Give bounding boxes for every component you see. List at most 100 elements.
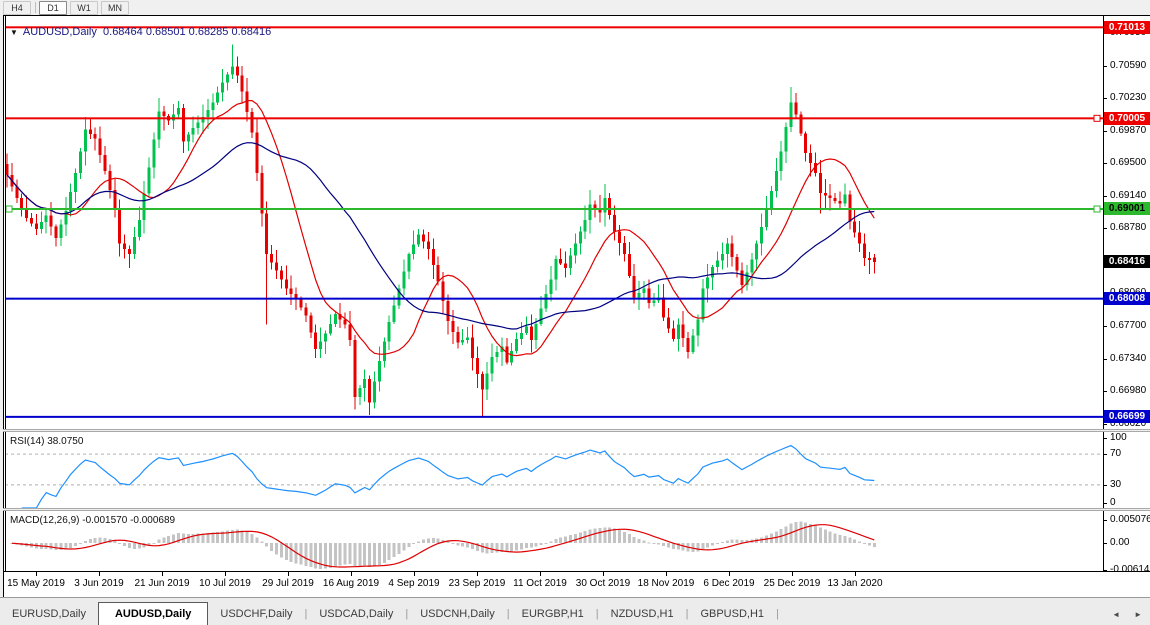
time-axis: 15 May 2019 3 Jun 2019 21 Jun 2019 10 Jul 2… xyxy=(4,571,1150,598)
tabs-scroll-right-icon[interactable]: ► xyxy=(1134,610,1142,619)
timeframe-button-w1[interactable]: W1 xyxy=(70,0,98,15)
tab-eurgbp[interactable]: EURGBP,H1 xyxy=(521,608,584,620)
candle-body xyxy=(608,198,612,215)
macd-bar xyxy=(373,543,376,567)
hline-0.66699[interactable] xyxy=(5,415,1103,418)
macd-bar xyxy=(412,543,416,545)
candle-body xyxy=(647,288,651,303)
hline-0.68008[interactable] xyxy=(5,297,1103,300)
macd-bar xyxy=(177,533,180,543)
pane-divider[interactable] xyxy=(3,429,1150,432)
date-label: 25 Dec 2019 xyxy=(763,578,821,589)
hline-0.71013[interactable] xyxy=(5,26,1103,29)
date-tick xyxy=(666,572,667,576)
candle-body xyxy=(843,194,847,204)
candle-body xyxy=(15,186,19,199)
tabs-scroll-left-icon[interactable]: ◄ xyxy=(1112,610,1121,619)
macd-bar xyxy=(466,543,470,548)
hline-handle[interactable] xyxy=(5,205,13,213)
candle-body xyxy=(30,218,33,224)
macd-bar xyxy=(186,533,190,543)
macd-bar xyxy=(397,543,401,554)
candle-body xyxy=(833,198,837,201)
macd-bar xyxy=(211,532,215,543)
macd-bar xyxy=(201,533,205,543)
date-tick xyxy=(351,572,352,576)
price-tick-label: 0.66980 xyxy=(1110,385,1147,397)
date-label: 30 Oct 2019 xyxy=(575,578,631,589)
macd-bar xyxy=(667,543,670,548)
candle-body xyxy=(353,340,357,397)
candle-body xyxy=(471,337,474,359)
candle-body xyxy=(544,293,548,309)
candle-body xyxy=(299,299,303,308)
tab-usdchf[interactable]: USDCHF,Daily xyxy=(220,608,293,620)
timeframe-button-mn[interactable]: MN xyxy=(101,0,129,15)
tab-eurusd[interactable]: EURUSD,Daily xyxy=(12,608,86,620)
axis-tick xyxy=(1103,163,1107,165)
candle-body xyxy=(275,262,278,271)
macd-bar xyxy=(539,543,543,546)
candle-body xyxy=(142,193,146,220)
tab-usdcad[interactable]: USDCAD,Daily xyxy=(319,608,394,620)
axis-tick xyxy=(1103,570,1107,572)
hline-handle[interactable] xyxy=(1093,114,1101,122)
macd-bar xyxy=(809,523,813,543)
candle-body xyxy=(485,373,489,390)
rsi-pane[interactable] xyxy=(5,432,1103,508)
macd-bar xyxy=(64,543,68,550)
macd-bar xyxy=(157,539,161,543)
candle-body xyxy=(108,171,112,191)
axis-tick xyxy=(1103,503,1107,504)
axis-tick xyxy=(1103,423,1107,425)
macd-bar xyxy=(88,539,92,543)
tab-usdcnh[interactable]: USDCNH,Daily xyxy=(420,608,495,620)
timeframe-button-d1[interactable]: D1 xyxy=(39,0,67,15)
candle-body xyxy=(216,92,220,103)
hline-0.70005[interactable] xyxy=(5,117,1103,120)
date-tick xyxy=(855,572,856,576)
candle-body xyxy=(137,219,141,238)
macd-bar xyxy=(333,543,337,567)
candle-body xyxy=(211,102,215,110)
date-label: 29 Jul 2019 xyxy=(262,578,314,589)
pane-divider[interactable] xyxy=(3,508,1150,511)
date-tick xyxy=(729,572,730,576)
axis-tick xyxy=(1103,325,1107,327)
candle-body xyxy=(289,288,293,294)
axis-tick xyxy=(1103,358,1107,360)
macd-bar xyxy=(867,543,871,546)
hline-handle[interactable] xyxy=(1093,205,1101,213)
candle-body xyxy=(466,337,470,341)
candle-body xyxy=(490,357,494,374)
macd-bar xyxy=(191,533,195,543)
candle-body xyxy=(152,139,156,168)
candle-body xyxy=(260,172,264,214)
timeframe-button-h4[interactable]: H4 xyxy=(3,0,31,15)
candle-body xyxy=(520,332,523,340)
macd-bar xyxy=(167,535,171,543)
hline-0.69001[interactable] xyxy=(5,207,1103,210)
candle-body xyxy=(554,258,558,280)
macd-pane[interactable] xyxy=(5,511,1103,570)
candle-body xyxy=(314,332,318,350)
price-tick-label: 30 xyxy=(1110,478,1122,490)
macd-bar xyxy=(93,537,97,543)
macd-bar xyxy=(814,525,817,543)
price-chart-pane[interactable] xyxy=(5,16,1103,429)
tab-gbpusd[interactable]: GBPUSD,H1 xyxy=(700,608,765,620)
macd-bar xyxy=(872,543,876,547)
date-tick xyxy=(225,572,226,576)
candle-body xyxy=(769,191,773,210)
tab-separator: | xyxy=(506,608,510,620)
date-tick xyxy=(288,572,289,576)
tab-nzdusd[interactable]: NZDUSD,H1 xyxy=(610,608,674,620)
symbol-dropdown-icon[interactable]: ▼ xyxy=(10,28,18,37)
candle-body xyxy=(373,381,376,403)
date-tick xyxy=(792,572,793,576)
candle-body xyxy=(44,215,48,223)
candle-body xyxy=(583,219,587,232)
candle-body xyxy=(412,244,416,255)
tab-audusd[interactable]: AUDUSD,Daily xyxy=(97,602,209,625)
macd-bar xyxy=(324,543,327,569)
